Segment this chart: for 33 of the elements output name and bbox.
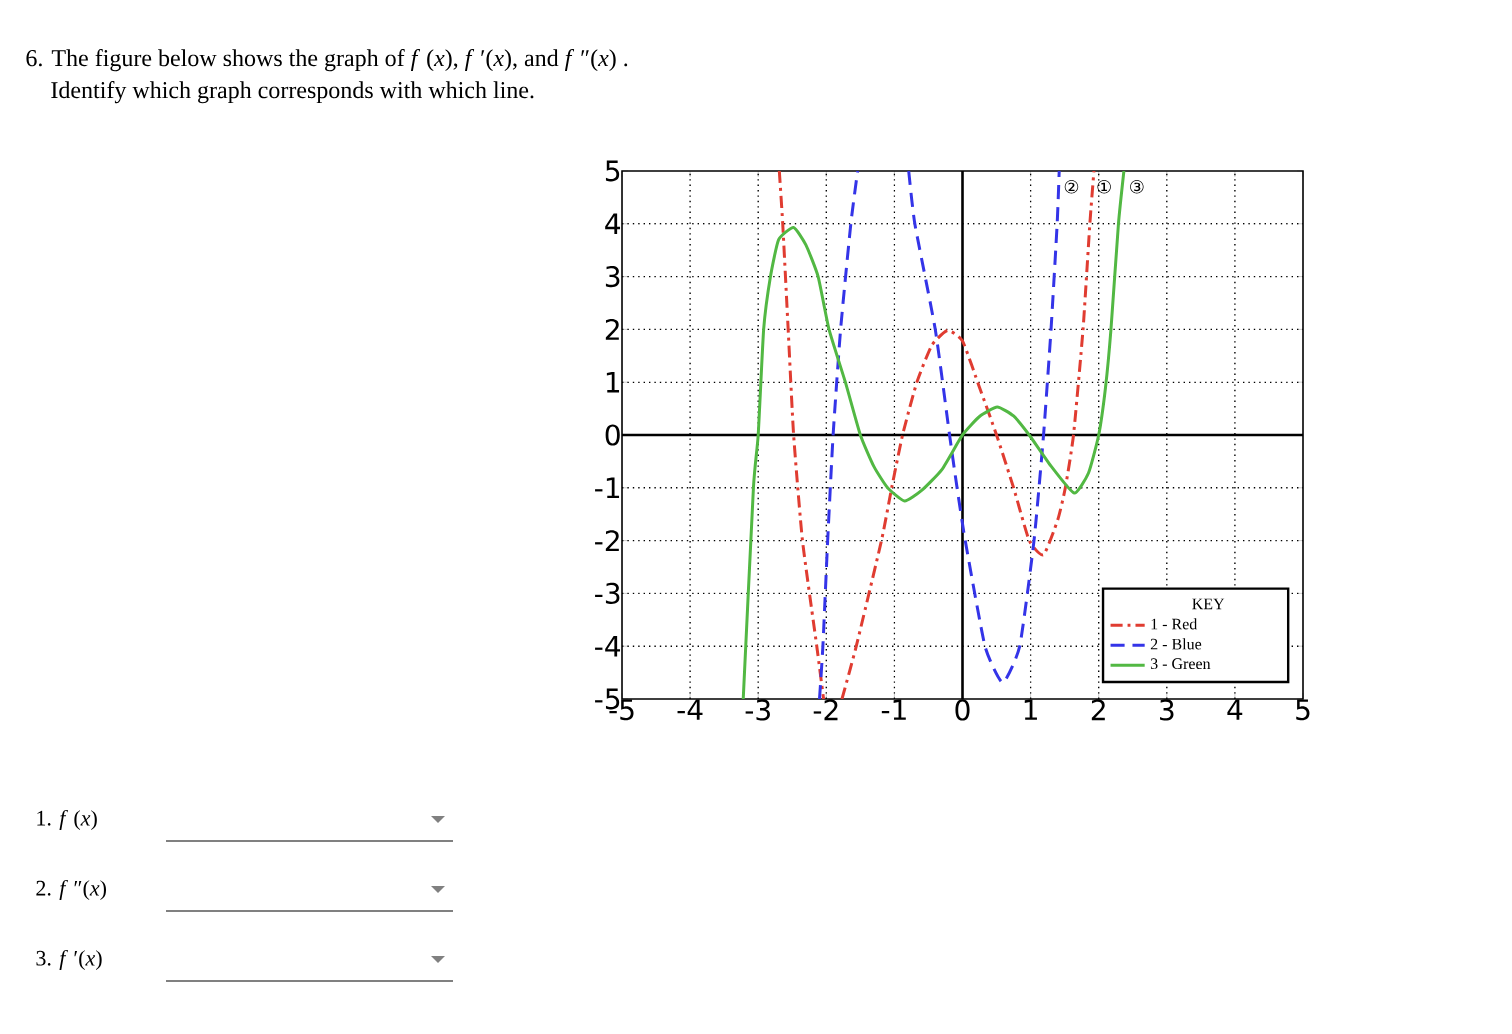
legend-title: KEY: [1192, 598, 1225, 610]
x-tick-label: -3: [745, 699, 770, 721]
annotation: ①: [1097, 180, 1111, 194]
x-tick-label: 4: [1227, 699, 1243, 720]
text: 2. f ″(x): [36, 879, 107, 901]
y-tick-label: 0: [605, 424, 620, 446]
legend-label: 2 - Blue: [1150, 638, 1202, 650]
x-tick-label: 1: [1024, 699, 1037, 720]
chart-title: 6. The figure below shows the graph of f (x), f ′(x), and f ″(x) .: [26, 49, 628, 72]
y-tick-label: 2: [605, 318, 619, 340]
x-tick-label: -1: [881, 699, 906, 720]
y-tick-label: 4: [605, 213, 621, 234]
annotation: ③: [1130, 180, 1144, 194]
text: Identify which graph corresponds with which line.: [51, 81, 534, 104]
x-tick-label: -4: [677, 699, 703, 720]
x-tick-label: 0: [955, 699, 970, 721]
y-tick-label: 3: [605, 265, 620, 288]
legend-label: 1 - Red: [1151, 618, 1198, 630]
y-tick-label: 1: [606, 371, 620, 393]
text: 3. f ′(x): [36, 949, 102, 971]
y-tick-label: -3: [595, 582, 620, 604]
y-tick-label: -4: [595, 635, 621, 657]
y-tick-label: -1: [595, 477, 620, 498]
y-tick-label: 5: [605, 160, 620, 182]
y-tick-label: -2: [595, 530, 619, 551]
legend-label: 3 - Green: [1150, 658, 1211, 670]
x-tick-label: 2: [1091, 699, 1105, 721]
x-tick-label: 3: [1160, 699, 1174, 721]
annotation: ②: [1064, 180, 1079, 194]
x-tick-label: -2: [813, 699, 838, 721]
line-series: [741, 170, 1126, 699]
text: 1. f (x): [37, 809, 97, 831]
x-tick-label: 5: [1296, 699, 1310, 721]
